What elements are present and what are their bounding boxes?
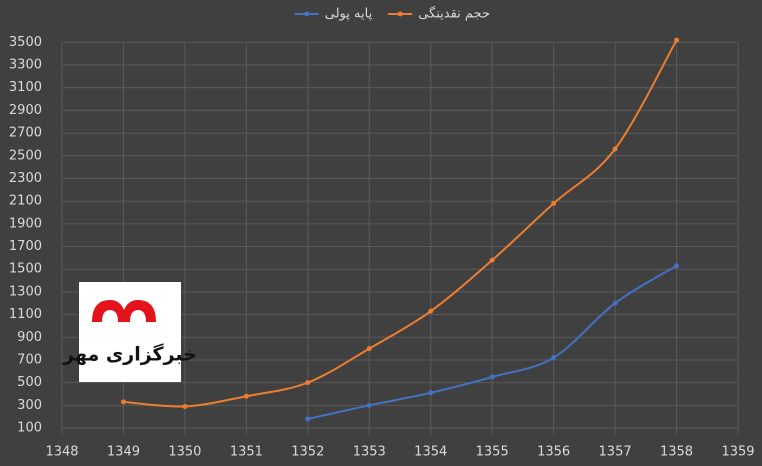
x-tick-label: 1351 bbox=[230, 445, 263, 460]
y-tick-label: 700 bbox=[17, 352, 42, 367]
legend-marker bbox=[304, 11, 310, 17]
point bbox=[428, 390, 434, 396]
legend-label: پایه پولی bbox=[325, 7, 373, 22]
point bbox=[612, 146, 618, 152]
y-tick-label: 1500 bbox=[9, 262, 42, 277]
y-tick-label: 2100 bbox=[9, 194, 42, 209]
point bbox=[551, 355, 557, 361]
point bbox=[674, 263, 680, 269]
point bbox=[182, 403, 188, 409]
legend: حجم نقدینگی پایه پولی bbox=[294, 6, 490, 22]
y-tick-label: 3300 bbox=[9, 58, 42, 73]
y-tick-label: 2300 bbox=[9, 171, 42, 186]
x-tick-label: 1359 bbox=[721, 445, 754, 460]
x-tick-label: 1348 bbox=[45, 445, 78, 460]
y-tick-label: 2700 bbox=[9, 126, 42, 141]
marks bbox=[120, 37, 680, 422]
point bbox=[612, 300, 618, 306]
logo-box bbox=[79, 282, 181, 382]
point bbox=[489, 257, 495, 263]
point bbox=[305, 416, 311, 422]
x-tick-label: 1353 bbox=[353, 445, 386, 460]
point bbox=[551, 200, 557, 206]
series-line bbox=[123, 39, 678, 408]
y-tick-label: 1100 bbox=[9, 307, 42, 322]
x-tick-label: 1356 bbox=[537, 445, 570, 460]
y-tick-label: 300 bbox=[17, 398, 42, 413]
watermark-logo: خبرگزاری مهر bbox=[62, 282, 197, 382]
x-tick-label: 1357 bbox=[599, 445, 632, 460]
x-tick-label: 1355 bbox=[476, 445, 509, 460]
x-tick-label: 1358 bbox=[660, 445, 693, 460]
y-tick-label: 100 bbox=[17, 421, 42, 436]
point bbox=[489, 374, 495, 380]
y-tick-label: 1300 bbox=[9, 284, 42, 299]
y-tick-label: 2500 bbox=[9, 148, 42, 163]
legend-marker bbox=[397, 11, 403, 17]
point bbox=[243, 393, 249, 399]
logo-mark bbox=[92, 300, 156, 322]
y-tick-label: 3500 bbox=[9, 35, 42, 50]
point bbox=[120, 399, 126, 405]
legend-label: حجم نقدینگی bbox=[418, 6, 490, 22]
point bbox=[428, 308, 434, 314]
y-tick-label: 2900 bbox=[9, 103, 42, 118]
x-tick-label: 1352 bbox=[291, 445, 324, 460]
x-tick-label: 1354 bbox=[414, 445, 447, 460]
point bbox=[674, 37, 680, 43]
x-tick-label: 1350 bbox=[168, 445, 201, 460]
y-tick-label: 1900 bbox=[9, 216, 42, 231]
point bbox=[305, 380, 311, 386]
x-tick-label: 1349 bbox=[107, 445, 140, 460]
y-tick-label: 3100 bbox=[9, 80, 42, 95]
point bbox=[366, 346, 372, 352]
y-tick-label: 500 bbox=[17, 375, 42, 390]
y-tick-label: 900 bbox=[17, 330, 42, 345]
point bbox=[366, 402, 372, 408]
watermark-text: خبرگزاری مهر bbox=[62, 343, 197, 366]
y-tick-label: 1700 bbox=[9, 239, 42, 254]
